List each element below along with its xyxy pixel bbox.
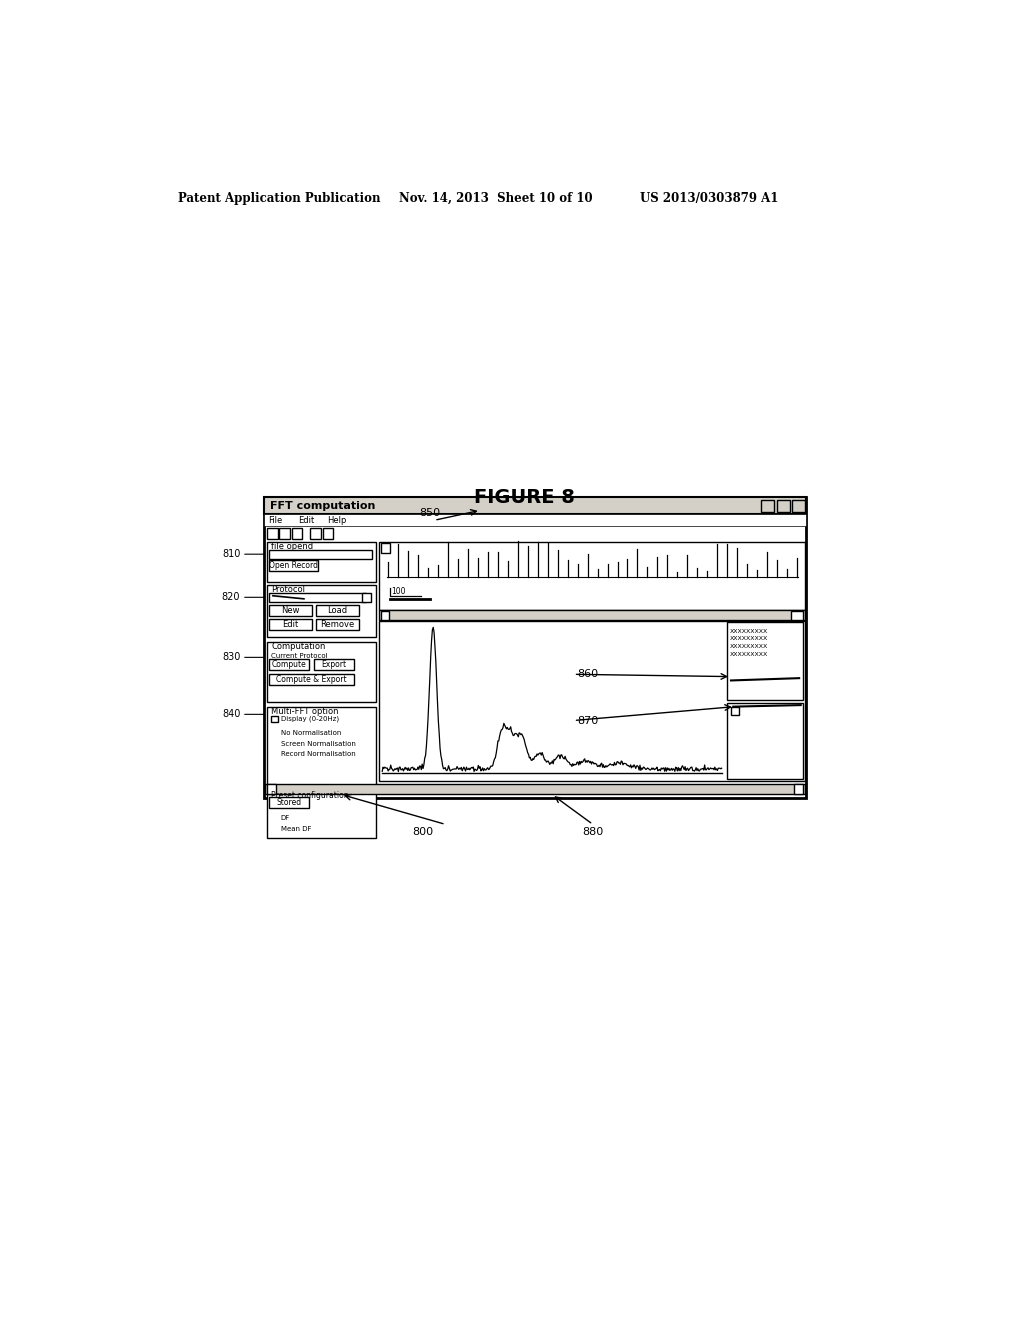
Bar [266, 543, 376, 582]
Bar [269, 797, 309, 808]
Text: 850: 850 [420, 508, 440, 517]
Bar [314, 659, 354, 669]
Text: Patent Application Publication: Patent Application Publication [178, 191, 381, 205]
Bar [379, 543, 805, 610]
Text: 880: 880 [583, 828, 603, 837]
Circle shape [731, 726, 738, 734]
Text: Compute: Compute [271, 660, 306, 669]
Bar [263, 513, 806, 527]
Bar [793, 499, 805, 512]
Text: Open Record: Open Record [268, 561, 317, 570]
Text: Compute & Export: Compute & Export [276, 676, 347, 684]
Text: Protocol: Protocol [271, 585, 305, 594]
Text: No Normalisation: No Normalisation [281, 730, 341, 735]
Bar [379, 610, 805, 620]
Text: 860: 860 [578, 669, 599, 680]
Bar [381, 611, 389, 619]
Text: Mean DF: Mean DF [281, 826, 311, 832]
Bar [292, 528, 302, 539]
Bar [269, 619, 311, 630]
Circle shape [271, 741, 278, 747]
Text: XXXXXXXXX: XXXXXXXXX [729, 644, 768, 649]
Text: Load: Load [328, 606, 347, 615]
Text: 800: 800 [412, 828, 433, 837]
Bar [731, 706, 739, 715]
Bar [362, 593, 372, 602]
Text: New: New [281, 606, 299, 615]
Text: 100: 100 [391, 586, 406, 595]
Bar [266, 791, 376, 838]
Bar [776, 499, 790, 512]
Text: Help: Help [328, 516, 346, 525]
Text: Screen Normalisation: Screen Normalisation [281, 741, 355, 747]
Bar [266, 528, 278, 539]
Bar [791, 611, 803, 619]
Bar [794, 784, 803, 793]
Bar [266, 585, 376, 638]
Bar [269, 605, 311, 615]
Text: US 2013/0303879 A1: US 2013/0303879 A1 [640, 191, 778, 205]
Text: Multi-FFT option: Multi-FFT option [271, 706, 339, 715]
Text: DF: DF [281, 816, 290, 821]
Bar [269, 561, 317, 572]
Text: 820: 820 [222, 593, 241, 602]
Text: Export: Export [322, 660, 347, 669]
Text: Edit: Edit [298, 516, 314, 525]
Bar [316, 605, 359, 615]
Bar [271, 715, 278, 722]
Bar [266, 706, 376, 788]
Bar [266, 784, 276, 793]
Text: FFT computation: FFT computation [270, 500, 375, 511]
Bar [280, 528, 290, 539]
Text: Computation: Computation [271, 642, 326, 651]
Text: Remove: Remove [321, 620, 354, 628]
Bar [265, 784, 805, 795]
Bar [266, 642, 376, 702]
Text: XXXXXXXXX: XXXXXXXXX [729, 652, 768, 657]
Circle shape [271, 816, 278, 821]
Circle shape [271, 826, 278, 832]
Text: XXXXXXXXX: XXXXXXXXX [729, 636, 768, 642]
Text: 870: 870 [578, 715, 599, 726]
Circle shape [271, 730, 278, 737]
Bar [263, 498, 806, 797]
Text: 810: 810 [222, 549, 241, 560]
Text: Display (0-20Hz): Display (0-20Hz) [281, 715, 339, 722]
Bar [323, 528, 334, 539]
Circle shape [731, 741, 738, 748]
Bar [381, 544, 390, 553]
Bar [269, 659, 309, 669]
Text: FIGURE 8: FIGURE 8 [474, 487, 575, 507]
Bar [727, 702, 803, 779]
Text: Stored: Stored [276, 797, 302, 807]
Bar [316, 619, 359, 630]
Text: 840: 840 [222, 709, 241, 719]
Bar [269, 549, 372, 558]
Text: Nov. 14, 2013  Sheet 10 of 10: Nov. 14, 2013 Sheet 10 of 10 [399, 191, 593, 205]
Text: Edit: Edit [282, 620, 298, 628]
Circle shape [271, 751, 278, 758]
Bar [379, 622, 805, 780]
Bar [269, 675, 354, 685]
Text: Record Normalisation: Record Normalisation [281, 751, 355, 758]
Text: XXXXXXXXX: XXXXXXXXX [729, 628, 768, 634]
Text: File: File [268, 516, 283, 525]
Circle shape [731, 755, 738, 762]
Text: file opend: file opend [271, 543, 313, 550]
Text: Current Protocol: Current Protocol [271, 653, 328, 659]
Bar [761, 499, 774, 512]
Text: 830: 830 [222, 652, 241, 663]
Bar [263, 498, 806, 515]
Bar [727, 622, 803, 700]
Bar [269, 593, 366, 602]
Text: Preset configuration: Preset configuration [271, 791, 349, 800]
Bar [310, 528, 321, 539]
